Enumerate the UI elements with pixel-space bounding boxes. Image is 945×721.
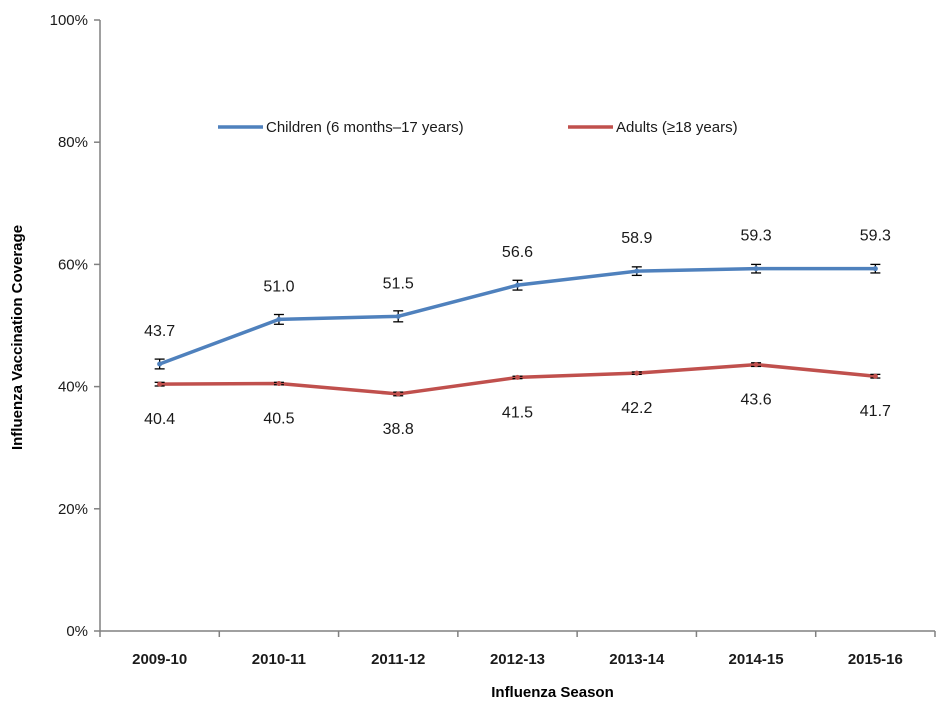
series-children: 43.7 51.0 51.5 56.6 58.9 59.3 59.3 <box>144 228 891 370</box>
data-point <box>634 370 640 376</box>
legend-item: Adults (≥18 years) <box>568 119 738 136</box>
data-point <box>395 391 401 397</box>
y-tick-label: 40% <box>58 379 88 396</box>
data-label: 58.9 <box>621 230 652 247</box>
data-point <box>157 381 163 387</box>
y-tick-label: 0% <box>66 623 88 640</box>
y-tick-label: 20% <box>58 501 88 518</box>
data-label: 43.6 <box>741 392 772 409</box>
x-tick-label: 2011-12 <box>371 651 425 668</box>
x-tick-label: 2010-11 <box>252 651 306 668</box>
data-label: 59.3 <box>860 228 891 245</box>
legend: Children (6 months–17 years) Adults (≥18 … <box>218 119 738 136</box>
data-point <box>753 266 759 272</box>
x-tick-label: 2009-10 <box>132 651 187 668</box>
data-label: 42.2 <box>621 400 652 417</box>
data-label: 51.0 <box>263 278 294 295</box>
data-point <box>395 313 401 319</box>
chart-axes <box>99 20 935 632</box>
series-layer: 43.7 51.0 51.5 56.6 58.9 59.3 59.3 40.4 40.5 38.8… <box>144 228 891 438</box>
x-tick-label: 2015-16 <box>848 651 903 668</box>
data-point <box>515 282 520 288</box>
data-label: 43.7 <box>144 323 175 340</box>
x-tick-label: 2012-13 <box>490 651 545 668</box>
data-label: 51.5 <box>383 275 414 292</box>
y-tick-labels: 0% 20% 40% 60% 80% 100% <box>50 12 100 640</box>
data-point <box>157 361 163 367</box>
legend-label: Children (6 months–17 years) <box>266 119 464 136</box>
data-label: 56.6 <box>502 244 533 261</box>
data-label: 41.5 <box>502 404 533 421</box>
y-tick-label: 80% <box>58 134 88 151</box>
data-point <box>515 374 520 380</box>
x-tick-labels: 2009-10 2010-11 2011-12 2012-13 2013-14 2014-… <box>99 631 936 668</box>
series-adults: 40.4 40.5 38.8 41.5 42.2 43.6 41.7 <box>144 362 891 438</box>
data-label: 41.7 <box>860 403 891 420</box>
data-point <box>872 373 878 379</box>
data-point <box>753 362 759 368</box>
x-tick-label: 2013-14 <box>609 651 665 668</box>
data-label: 40.4 <box>144 411 175 428</box>
data-point <box>634 268 640 274</box>
data-label: 40.5 <box>263 411 294 428</box>
legend-label: Adults (≥18 years) <box>616 119 738 136</box>
x-axis-title: Influenza Season <box>491 684 614 701</box>
data-point <box>276 381 282 387</box>
y-tick-label: 100% <box>50 12 88 29</box>
data-point <box>276 316 282 322</box>
data-label: 38.8 <box>383 421 414 438</box>
data-point <box>872 266 878 272</box>
x-tick-label: 2014-15 <box>729 651 784 668</box>
y-axis-title: Influenza Vaccination Coverage <box>9 225 26 450</box>
legend-item: Children (6 months–17 years) <box>218 119 464 136</box>
y-tick-label: 60% <box>58 256 88 273</box>
data-label: 59.3 <box>741 228 772 245</box>
